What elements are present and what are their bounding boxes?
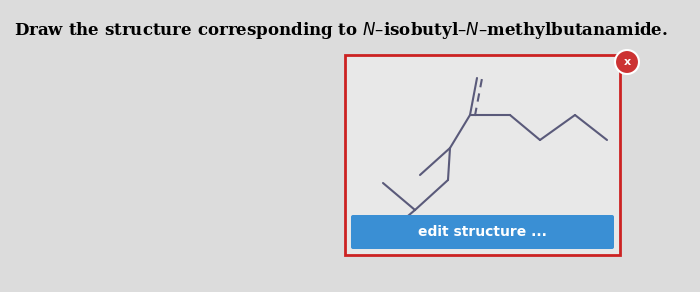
Circle shape <box>615 50 639 74</box>
Bar <box>345 55 620 255</box>
Text: Draw the structure corresponding to $N$–isobutyl–$N$–methylbutanamide.: Draw the structure corresponding to $N$–… <box>14 20 668 41</box>
Text: x: x <box>624 57 631 67</box>
FancyBboxPatch shape <box>351 215 614 249</box>
Text: edit structure ...: edit structure ... <box>418 225 547 239</box>
